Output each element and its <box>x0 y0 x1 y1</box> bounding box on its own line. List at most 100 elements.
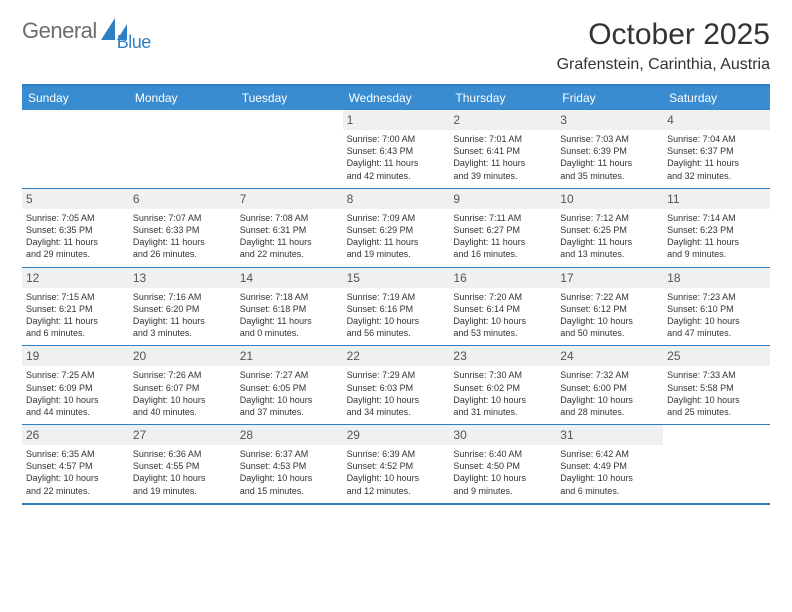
daylight-line-2: and 15 minutes. <box>240 485 339 497</box>
sunset-line: Sunset: 6:25 PM <box>560 224 659 236</box>
daylight-line-1: Daylight: 10 hours <box>26 394 125 406</box>
sunrise-line: Sunrise: 7:16 AM <box>133 291 232 303</box>
daylight-line-1: Daylight: 11 hours <box>667 236 766 248</box>
sunrise-line: Sunrise: 7:22 AM <box>560 291 659 303</box>
sunset-line: Sunset: 4:57 PM <box>26 460 125 472</box>
calendar-cell: 20Sunrise: 7:26 AMSunset: 6:07 PMDayligh… <box>129 346 236 424</box>
daylight-line-1: Daylight: 11 hours <box>26 236 125 248</box>
daylight-line-1: Daylight: 11 hours <box>133 315 232 327</box>
weekday-label: Tuesday <box>236 86 343 110</box>
calendar-cell: 17Sunrise: 7:22 AMSunset: 6:12 PMDayligh… <box>556 268 663 346</box>
day-number: 6 <box>129 189 236 209</box>
daylight-line-2: and 44 minutes. <box>26 406 125 418</box>
daylight-line-1: Daylight: 10 hours <box>347 472 446 484</box>
day-number: 30 <box>449 425 556 445</box>
calendar-cell: 18Sunrise: 7:23 AMSunset: 6:10 PMDayligh… <box>663 268 770 346</box>
calendar-cell: 24Sunrise: 7:32 AMSunset: 6:00 PMDayligh… <box>556 346 663 424</box>
daylight-line-1: Daylight: 10 hours <box>240 472 339 484</box>
sunset-line: Sunset: 6:23 PM <box>667 224 766 236</box>
daylight-line-1: Daylight: 10 hours <box>26 472 125 484</box>
sunrise-line: Sunrise: 7:14 AM <box>667 212 766 224</box>
daylight-line-1: Daylight: 10 hours <box>667 394 766 406</box>
day-number: 11 <box>663 189 770 209</box>
weekday-label: Monday <box>129 86 236 110</box>
daylight-line-2: and 19 minutes. <box>133 485 232 497</box>
day-number: 16 <box>449 268 556 288</box>
calendar-week: 1Sunrise: 7:00 AMSunset: 6:43 PMDaylight… <box>22 110 770 189</box>
sunrise-line: Sunrise: 7:32 AM <box>560 369 659 381</box>
sunrise-line: Sunrise: 7:20 AM <box>453 291 552 303</box>
month-title: October 2025 <box>557 18 770 52</box>
daylight-line-2: and 47 minutes. <box>667 327 766 339</box>
calendar-cell: 16Sunrise: 7:20 AMSunset: 6:14 PMDayligh… <box>449 268 556 346</box>
weekday-label: Sunday <box>22 86 129 110</box>
sunrise-line: Sunrise: 7:18 AM <box>240 291 339 303</box>
daylight-line-2: and 40 minutes. <box>133 406 232 418</box>
sunrise-line: Sunrise: 7:04 AM <box>667 133 766 145</box>
daylight-line-1: Daylight: 10 hours <box>453 394 552 406</box>
daylight-line-1: Daylight: 10 hours <box>560 472 659 484</box>
calendar-cell: 21Sunrise: 7:27 AMSunset: 6:05 PMDayligh… <box>236 346 343 424</box>
daylight-line-1: Daylight: 11 hours <box>347 157 446 169</box>
weekday-label: Wednesday <box>343 86 450 110</box>
sunrise-line: Sunrise: 7:09 AM <box>347 212 446 224</box>
calendar-cell: 9Sunrise: 7:11 AMSunset: 6:27 PMDaylight… <box>449 189 556 267</box>
weekday-label: Thursday <box>449 86 556 110</box>
daylight-line-1: Daylight: 10 hours <box>453 315 552 327</box>
sunrise-line: Sunrise: 7:29 AM <box>347 369 446 381</box>
daylight-line-2: and 29 minutes. <box>26 248 125 260</box>
daylight-line-2: and 9 minutes. <box>453 485 552 497</box>
sunset-line: Sunset: 6:21 PM <box>26 303 125 315</box>
daylight-line-2: and 31 minutes. <box>453 406 552 418</box>
calendar-cell: 23Sunrise: 7:30 AMSunset: 6:02 PMDayligh… <box>449 346 556 424</box>
weekday-label: Friday <box>556 86 663 110</box>
sunrise-line: Sunrise: 7:19 AM <box>347 291 446 303</box>
sunrise-line: Sunrise: 7:27 AM <box>240 369 339 381</box>
daylight-line-2: and 16 minutes. <box>453 248 552 260</box>
daylight-line-1: Daylight: 10 hours <box>347 315 446 327</box>
day-number: 4 <box>663 110 770 130</box>
day-number: 27 <box>129 425 236 445</box>
calendar-cell: 19 Sunrise: 7:25 AMSunset: 6:09 PMDayligh… <box>22 346 129 424</box>
calendar-cell: 27Sunrise: 6:36 AMSunset: 4:55 PMDayligh… <box>129 425 236 503</box>
calendar-cell: 2Sunrise: 7:01 AMSunset: 6:41 PMDaylight… <box>449 110 556 188</box>
day-number: 19 <box>22 346 129 366</box>
day-number: 10 <box>556 189 663 209</box>
daylight-line-2: and 0 minutes. <box>240 327 339 339</box>
daylight-line-1: Daylight: 11 hours <box>667 157 766 169</box>
sunset-line: Sunset: 6:29 PM <box>347 224 446 236</box>
sunset-line: Sunset: 6:20 PM <box>133 303 232 315</box>
calendar-cell: 28Sunrise: 6:37 AMSunset: 4:53 PMDayligh… <box>236 425 343 503</box>
day-number: 26 <box>22 425 129 445</box>
daylight-line-1: Daylight: 10 hours <box>133 394 232 406</box>
sunrise-line: Sunrise: 7:23 AM <box>667 291 766 303</box>
daylight-line-2: and 53 minutes. <box>453 327 552 339</box>
sunset-line: Sunset: 6:09 PM <box>26 382 125 394</box>
sunrise-line: Sunrise: 6:42 AM <box>560 448 659 460</box>
calendar-cell: 11 Sunrise: 7:14 AMSunset: 6:23 PMDayligh… <box>663 189 770 267</box>
calendar: SundayMondayTuesdayWednesdayThursdayFrid… <box>22 84 770 505</box>
sunrise-line: Sunrise: 7:07 AM <box>133 212 232 224</box>
sunrise-line: Sunrise: 7:00 AM <box>347 133 446 145</box>
sunset-line: Sunset: 4:49 PM <box>560 460 659 472</box>
calendar-cell: 30Sunrise: 6:40 AMSunset: 4:50 PMDayligh… <box>449 425 556 503</box>
sunset-line: Sunset: 6:18 PM <box>240 303 339 315</box>
daylight-line-1: Daylight: 10 hours <box>560 394 659 406</box>
day-number: 23 <box>449 346 556 366</box>
sunset-line: Sunset: 6:39 PM <box>560 145 659 157</box>
calendar-cell: 6Sunrise: 7:07 AMSunset: 6:33 PMDaylight… <box>129 189 236 267</box>
daylight-line-2: and 26 minutes. <box>133 248 232 260</box>
daylight-line-1: Daylight: 11 hours <box>560 157 659 169</box>
calendar-cell: 13Sunrise: 7:16 AMSunset: 6:20 PMDayligh… <box>129 268 236 346</box>
daylight-line-2: and 6 minutes. <box>26 327 125 339</box>
calendar-cell: 26Sunrise: 6:35 AMSunset: 4:57 PMDayligh… <box>22 425 129 503</box>
calendar-week: 26Sunrise: 6:35 AMSunset: 4:57 PMDayligh… <box>22 425 770 505</box>
day-number: 25 <box>663 346 770 366</box>
daylight-line-1: Daylight: 11 hours <box>453 236 552 248</box>
logo-text-blue: Blue <box>117 32 151 53</box>
sunrise-line: Sunrise: 7:30 AM <box>453 369 552 381</box>
day-number: 9 <box>449 189 556 209</box>
daylight-line-2: and 28 minutes. <box>560 406 659 418</box>
sunrise-line: Sunrise: 7:25 AM <box>26 369 125 381</box>
sunrise-line: Sunrise: 6:40 AM <box>453 448 552 460</box>
